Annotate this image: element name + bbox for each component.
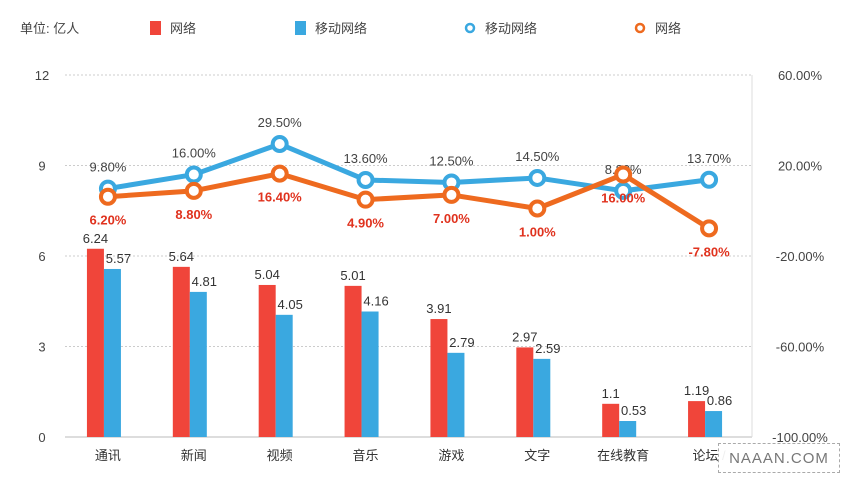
category-label: 在线教育 xyxy=(597,448,649,463)
line-point xyxy=(528,168,547,187)
line-value-label: 29.50% xyxy=(258,115,303,130)
line-value-label: 13.60% xyxy=(344,151,389,166)
bar xyxy=(533,358,551,437)
bar xyxy=(189,291,207,437)
bar-value-label: 2.79 xyxy=(449,335,474,350)
bar-value-label: 2.59 xyxy=(535,341,560,356)
category-label: 论坛 / xyxy=(692,448,726,463)
bar-value-label: 5.57 xyxy=(106,251,131,266)
bar-value-label: 3.91 xyxy=(426,301,451,316)
legend-label: 网络 xyxy=(170,21,196,36)
bar-value-label: 5.04 xyxy=(255,267,280,282)
line-value-label: 7.00% xyxy=(433,211,470,226)
bar-value-label: 6.24 xyxy=(83,231,108,246)
legend-swatch xyxy=(295,21,306,35)
line-value-label: 9.80% xyxy=(90,160,127,175)
bar-value-label: 4.16 xyxy=(363,294,388,309)
line-value-label: 13.70% xyxy=(687,151,732,166)
legend-marker xyxy=(634,22,646,34)
line-value-label: 12.50% xyxy=(429,153,474,168)
bar xyxy=(103,268,121,437)
bar-value-label: 4.05 xyxy=(278,297,303,312)
bar-value-label: 5.64 xyxy=(169,249,194,264)
line-point xyxy=(98,187,117,206)
unit-label: 单位: 亿人 xyxy=(20,21,79,36)
category-label: 通讯 xyxy=(95,448,121,463)
line-point xyxy=(270,164,289,183)
bar-value-label: 0.86 xyxy=(707,393,732,408)
line-point xyxy=(356,170,375,189)
line-value-label: -7.80% xyxy=(688,244,730,259)
legend-label: 网络 xyxy=(655,21,681,36)
line-point xyxy=(700,219,719,238)
category-label: 音乐 xyxy=(353,448,379,463)
bar xyxy=(275,314,293,437)
legend-swatch xyxy=(150,21,161,35)
line-value-label: 8.80% xyxy=(175,207,212,222)
category-label: 视频 xyxy=(267,448,293,463)
category-label: 游戏 xyxy=(438,448,464,463)
left-tick-label: 12 xyxy=(35,68,49,83)
bar-value-label: 1.1 xyxy=(602,386,620,401)
watermark: NAAAN.COM xyxy=(718,443,840,473)
left-tick-label: 3 xyxy=(38,340,45,355)
bar xyxy=(447,352,465,437)
bar xyxy=(688,401,706,437)
category-label: 新闻 xyxy=(181,448,207,463)
line-point xyxy=(614,165,633,184)
legend-label: 移动网络 xyxy=(315,21,367,36)
bar xyxy=(619,421,637,437)
bar xyxy=(258,284,276,437)
bar xyxy=(602,403,620,437)
right-tick-label: 20.00% xyxy=(778,159,823,174)
line-value-label: 1.00% xyxy=(519,224,556,239)
line-value-label: 16.00% xyxy=(601,191,646,206)
series-line xyxy=(107,171,711,231)
right-tick-label: -100.00% xyxy=(772,430,828,445)
line-value-label: 6.20% xyxy=(90,213,127,228)
line-point xyxy=(442,185,461,204)
line-point xyxy=(700,170,719,189)
legend-label: 移动网络 xyxy=(485,21,537,36)
line-point xyxy=(614,181,633,200)
bar-value-label: 4.81 xyxy=(192,274,217,289)
bar xyxy=(172,266,190,437)
line-value-label: 14.50% xyxy=(515,149,560,164)
left-tick-label: 6 xyxy=(38,249,45,264)
bar xyxy=(344,285,362,437)
line-value-label: 16.00% xyxy=(172,146,217,161)
category-label: 文字 xyxy=(524,448,550,463)
right-tick-label: 60.00% xyxy=(778,68,823,83)
line-value-label: 4.90% xyxy=(347,216,384,231)
bar-value-label: 2.97 xyxy=(512,329,537,344)
bar xyxy=(361,311,379,437)
left-tick-label: 0 xyxy=(38,430,45,445)
bar xyxy=(705,411,723,437)
line-value-label: 16.40% xyxy=(258,190,303,205)
bar-value-label: 1.19 xyxy=(684,383,709,398)
series-line xyxy=(107,141,710,194)
bar-value-label: 0.53 xyxy=(621,403,646,418)
line-point xyxy=(184,181,203,200)
line-point xyxy=(184,165,203,184)
line-point xyxy=(528,199,547,218)
left-tick-label: 9 xyxy=(38,159,45,174)
legend-marker xyxy=(464,22,476,34)
bar-value-label: 5.01 xyxy=(340,268,365,283)
right-tick-label: -20.00% xyxy=(776,249,825,264)
bar xyxy=(86,248,104,437)
right-tick-label: -60.00% xyxy=(776,340,825,355)
line-point xyxy=(270,135,289,154)
bar xyxy=(430,319,448,437)
bar xyxy=(516,347,534,437)
line-point xyxy=(356,190,375,209)
